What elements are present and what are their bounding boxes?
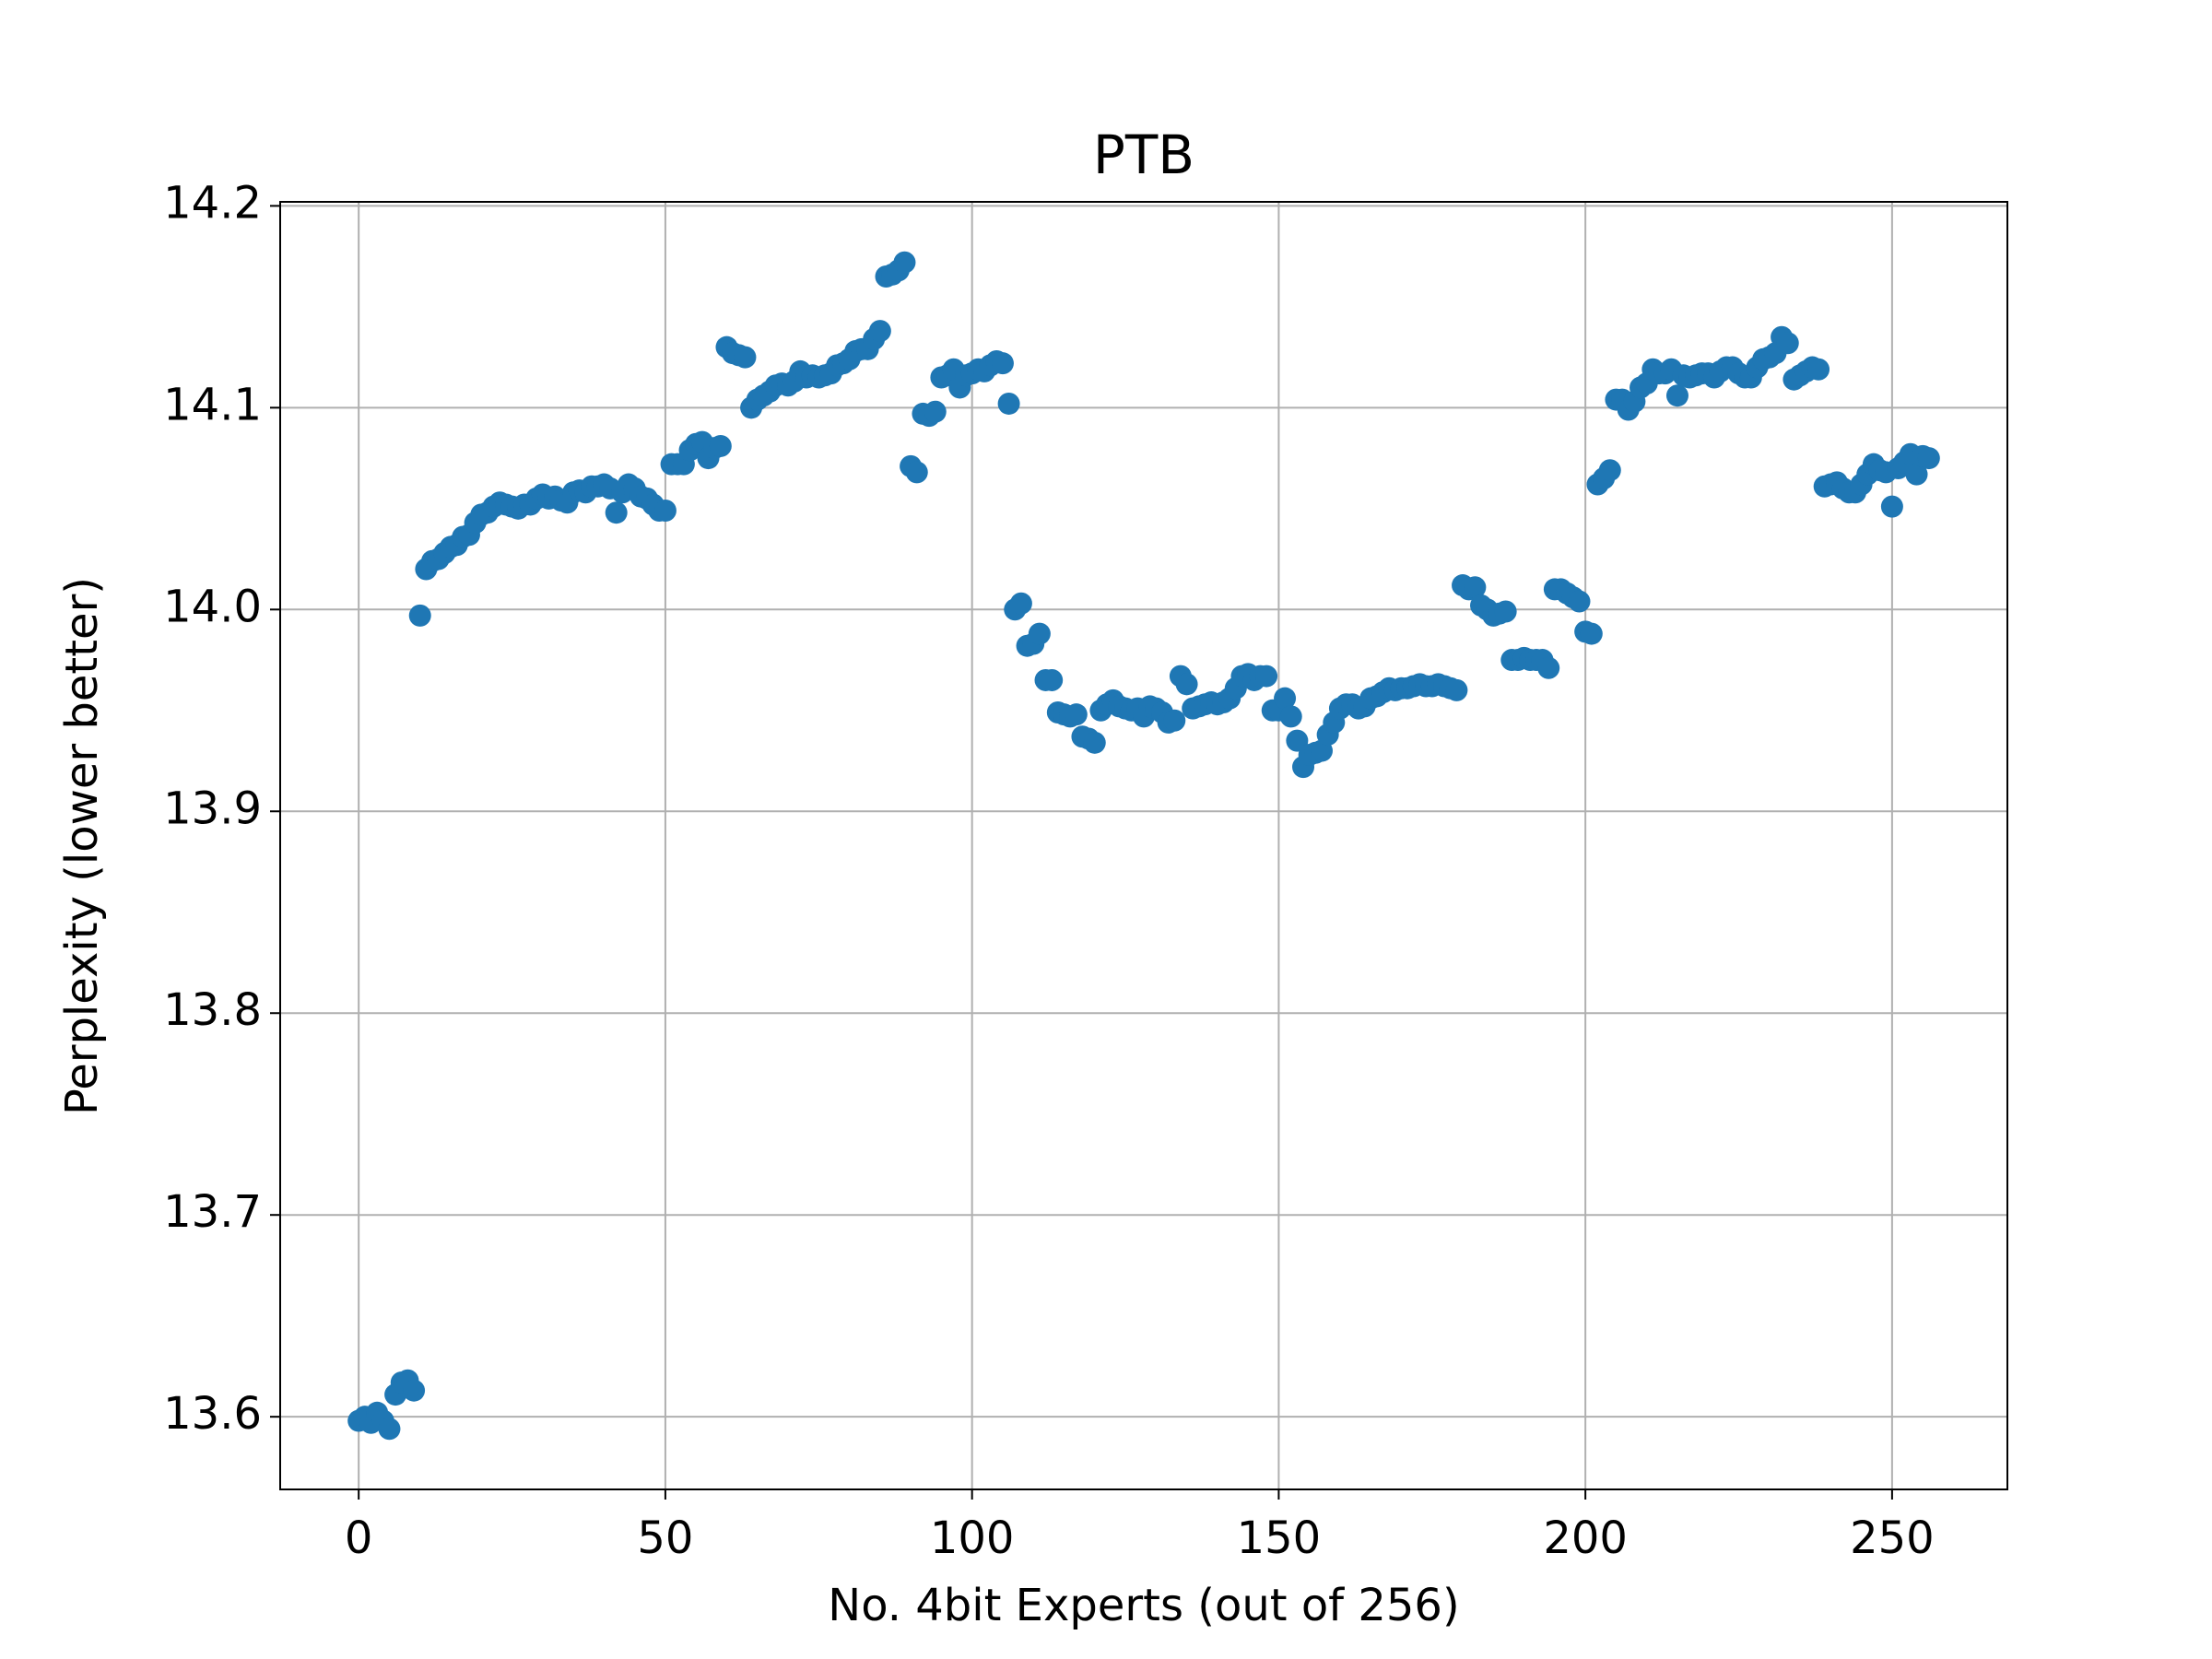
point xyxy=(653,500,677,523)
x-tick-label: 0 xyxy=(345,1512,373,1564)
point xyxy=(709,434,732,457)
point xyxy=(1065,703,1088,726)
point xyxy=(378,1418,401,1441)
point xyxy=(1580,622,1603,645)
chart-title: PTB xyxy=(1093,124,1194,186)
point xyxy=(408,604,431,627)
point xyxy=(1255,665,1278,688)
y-tick-label: 14.0 xyxy=(163,581,262,632)
grid xyxy=(280,202,2007,1489)
x-tick-label: 150 xyxy=(1237,1512,1322,1564)
points xyxy=(347,251,1940,1441)
point xyxy=(1494,600,1517,623)
point xyxy=(905,461,928,484)
x-axis-label: No. 4bit Experts (out of 256) xyxy=(828,1580,1459,1631)
point xyxy=(1537,656,1560,679)
point xyxy=(605,501,628,524)
point xyxy=(1905,463,1928,486)
point xyxy=(734,346,757,369)
y-tick-label: 14.2 xyxy=(163,177,262,229)
point xyxy=(1568,590,1591,613)
axes-frame xyxy=(279,201,2008,1490)
y-tick-label: 13.6 xyxy=(163,1388,262,1440)
y-tick-label: 13.7 xyxy=(163,1186,262,1238)
point xyxy=(1445,678,1468,701)
point xyxy=(1279,705,1302,728)
point xyxy=(991,352,1014,375)
point xyxy=(1665,384,1688,407)
y-axis-label: Perplexity (lower better) xyxy=(56,577,108,1115)
point xyxy=(1807,358,1830,381)
point xyxy=(997,392,1020,415)
point xyxy=(893,251,916,274)
point xyxy=(1917,447,1940,470)
x-tick-label: 250 xyxy=(1850,1512,1935,1564)
point xyxy=(1464,576,1487,599)
x-tick-label: 200 xyxy=(1543,1512,1628,1564)
point xyxy=(868,320,891,343)
x-tick-label: 50 xyxy=(637,1512,693,1564)
point xyxy=(1083,731,1106,754)
point xyxy=(1041,668,1064,691)
y-tick-label: 14.1 xyxy=(163,379,262,430)
point xyxy=(924,400,947,423)
point xyxy=(1163,709,1186,732)
y-tick-label: 13.9 xyxy=(163,782,262,834)
point xyxy=(1009,592,1032,615)
point xyxy=(403,1379,426,1402)
x-tick-label: 100 xyxy=(930,1512,1015,1564)
point xyxy=(1274,687,1297,710)
point xyxy=(1880,495,1903,518)
point xyxy=(1028,622,1051,645)
point xyxy=(1598,459,1621,482)
point xyxy=(1175,673,1198,696)
y-tick-label: 13.8 xyxy=(163,984,262,1036)
point xyxy=(1776,332,1799,355)
